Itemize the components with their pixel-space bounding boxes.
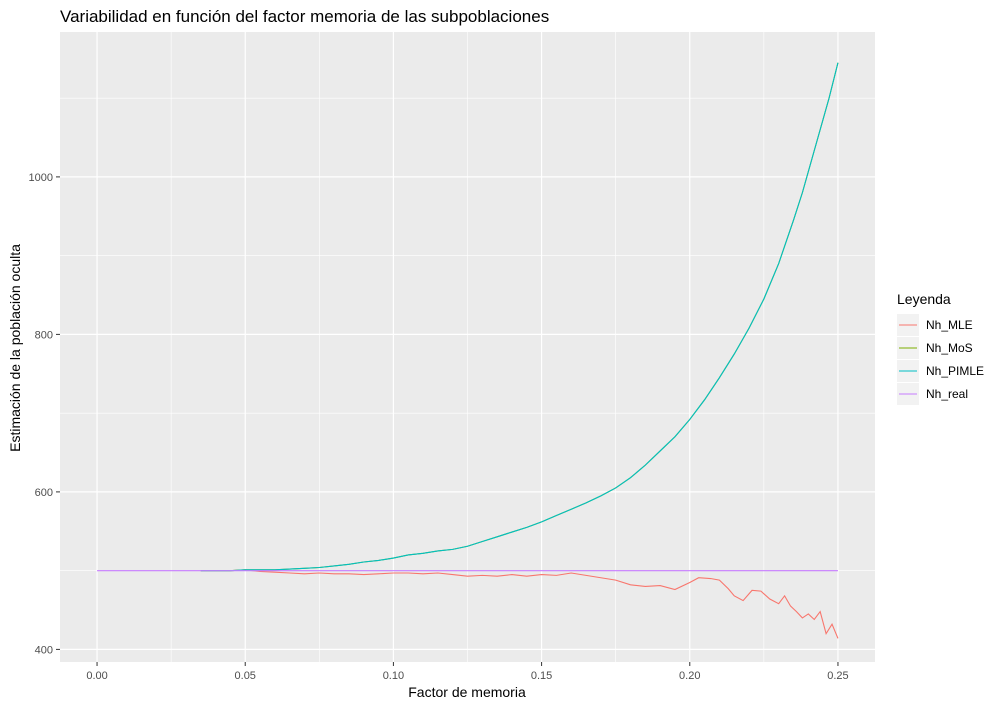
x-tick-label: 0.20 <box>679 670 700 682</box>
chart-title: Variabilidad en función del factor memor… <box>60 7 549 26</box>
x-tick-label: 0.10 <box>383 670 404 682</box>
y-axis-title: Estimación de la población oculta <box>7 244 23 452</box>
legend: Leyenda Nh_MLE Nh_MoS Nh_PIMLE Nh_real <box>897 291 984 405</box>
y-tick-label: 800 <box>35 329 53 341</box>
x-axis: 0.00 0.05 0.10 0.15 0.20 0.25 <box>86 662 849 682</box>
x-axis-title: Factor de memoria <box>408 684 526 700</box>
y-tick-label: 1000 <box>29 172 53 184</box>
x-tick-label: 0.00 <box>86 670 107 682</box>
y-tick-label: 600 <box>35 487 53 499</box>
series-layer <box>97 62 839 639</box>
x-tick-label: 0.15 <box>531 670 552 682</box>
legend-title: Leyenda <box>897 291 951 307</box>
legend-label-nh-mle: Nh_MLE <box>926 318 973 332</box>
legend-label-nh-mos: Nh_MoS <box>926 341 973 355</box>
x-tick-label: 0.05 <box>235 670 256 682</box>
series-line-nh-mle <box>200 569 839 639</box>
x-tick-label: 0.25 <box>827 670 848 682</box>
legend-label-nh-pimle: Nh_PIMLE <box>926 364 984 378</box>
y-axis: 400 600 800 1000 <box>29 172 60 656</box>
grid-major <box>60 32 875 662</box>
legend-items: Nh_MLE Nh_MoS Nh_PIMLE Nh_real <box>897 314 984 405</box>
legend-label-nh-real: Nh_real <box>926 387 968 401</box>
series-line-nh-pimle <box>200 62 839 572</box>
y-tick-label: 400 <box>35 644 53 656</box>
